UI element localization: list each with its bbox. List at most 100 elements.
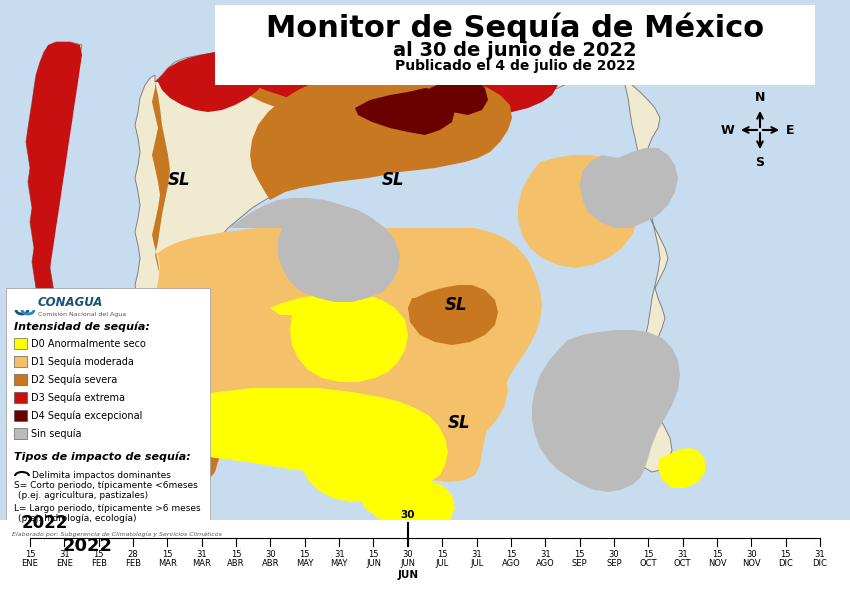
Text: DIC: DIC — [813, 559, 827, 568]
Polygon shape — [150, 82, 225, 480]
Text: 31: 31 — [540, 550, 551, 559]
Text: FEB: FEB — [91, 559, 107, 568]
Text: S: S — [756, 156, 764, 169]
Text: JUL: JUL — [470, 559, 483, 568]
Text: DIC: DIC — [779, 559, 793, 568]
Text: SEP: SEP — [572, 559, 587, 568]
Bar — [14, 338, 27, 349]
Text: E: E — [786, 124, 795, 137]
Bar — [14, 410, 27, 421]
Text: 15: 15 — [299, 550, 310, 559]
Text: 31: 31 — [59, 550, 70, 559]
Polygon shape — [152, 388, 448, 485]
Text: 15: 15 — [368, 550, 379, 559]
Polygon shape — [658, 448, 705, 488]
Bar — [0, 520, 850, 592]
Text: L= Largo periodo, típicamente >6 meses: L= Largo periodo, típicamente >6 meses — [14, 504, 201, 513]
Text: 31: 31 — [334, 550, 344, 559]
Text: 30: 30 — [400, 510, 415, 520]
Polygon shape — [230, 42, 420, 108]
Text: Delimita impactos dominantes: Delimita impactos dominantes — [32, 471, 171, 481]
Text: MAY: MAY — [296, 559, 314, 568]
Polygon shape — [300, 438, 408, 502]
Polygon shape — [528, 192, 612, 252]
Text: 15: 15 — [711, 550, 722, 559]
Polygon shape — [270, 292, 408, 382]
Text: ABR: ABR — [227, 559, 245, 568]
Text: Elaborado por: Subgerencia de Climatología y Servicios Climáticos: Elaborado por: Subgerencia de Climatolog… — [12, 532, 222, 537]
Text: ABR: ABR — [262, 559, 279, 568]
Text: 30: 30 — [609, 550, 620, 559]
Text: SL: SL — [448, 414, 471, 432]
Text: 2022: 2022 — [63, 537, 113, 555]
Text: OCT: OCT — [674, 559, 691, 568]
Polygon shape — [408, 285, 498, 345]
Text: 31: 31 — [471, 550, 482, 559]
Polygon shape — [580, 148, 678, 228]
Polygon shape — [445, 45, 558, 115]
Text: SEP: SEP — [606, 559, 621, 568]
Text: AGO: AGO — [536, 559, 554, 568]
Text: AGO: AGO — [502, 559, 520, 568]
Polygon shape — [430, 78, 488, 115]
Text: SL: SL — [382, 171, 405, 189]
Text: MAR: MAR — [192, 559, 211, 568]
Text: D0 Anormalmente seco: D0 Anormalmente seco — [31, 339, 146, 349]
Polygon shape — [250, 68, 512, 200]
Text: ENE: ENE — [56, 559, 73, 568]
Text: FEB: FEB — [125, 559, 141, 568]
Text: Sin sequía: Sin sequía — [31, 429, 82, 439]
Text: S= Corto periodo, típicamente <6meses: S= Corto periodo, típicamente <6meses — [14, 481, 198, 490]
Text: (p.ej. hidrología, ecología): (p.ej. hidrología, ecología) — [18, 514, 137, 523]
Text: CONAGUA: CONAGUA — [38, 296, 104, 309]
Text: NOV: NOV — [708, 559, 726, 568]
Text: Comisión Nacional del Agua: Comisión Nacional del Agua — [38, 311, 126, 317]
Text: al 30 de junio de 2022: al 30 de junio de 2022 — [394, 40, 637, 60]
FancyBboxPatch shape — [6, 288, 210, 527]
Text: (p.ej. agricultura, pastizales): (p.ej. agricultura, pastizales) — [18, 491, 148, 500]
Text: SL: SL — [445, 296, 468, 314]
Polygon shape — [26, 42, 82, 378]
Text: 15: 15 — [506, 550, 516, 559]
Text: Tipos de impacto de sequía:: Tipos de impacto de sequía: — [14, 452, 190, 462]
Text: 15: 15 — [231, 550, 241, 559]
Text: 15: 15 — [94, 550, 104, 559]
Polygon shape — [230, 42, 460, 122]
Text: JUN: JUN — [397, 570, 418, 580]
Text: ENE: ENE — [21, 559, 38, 568]
Text: 31: 31 — [196, 550, 207, 559]
Polygon shape — [518, 155, 640, 268]
Bar — [14, 356, 27, 367]
Polygon shape — [135, 42, 672, 478]
Text: NOV: NOV — [742, 559, 761, 568]
Text: 31: 31 — [814, 550, 825, 559]
Text: MAY: MAY — [331, 559, 348, 568]
Text: 15: 15 — [780, 550, 791, 559]
Text: 15: 15 — [575, 550, 585, 559]
Polygon shape — [308, 338, 508, 455]
Bar — [14, 428, 27, 439]
Text: JUN: JUN — [400, 559, 416, 568]
Text: JUL: JUL — [435, 559, 449, 568]
Text: 15: 15 — [162, 550, 173, 559]
Polygon shape — [228, 198, 400, 302]
Polygon shape — [532, 330, 680, 492]
Polygon shape — [152, 228, 542, 482]
Text: 28: 28 — [128, 550, 139, 559]
Bar — [215, 5, 815, 85]
Text: D1 Sequía moderada: D1 Sequía moderada — [31, 357, 133, 367]
Polygon shape — [355, 88, 455, 135]
Text: D2 Sequía severa: D2 Sequía severa — [31, 375, 117, 385]
Text: D3 Sequía extrema: D3 Sequía extrema — [31, 392, 125, 403]
Polygon shape — [26, 42, 82, 368]
Text: 30: 30 — [403, 550, 413, 559]
Text: Publicado el 4 de julio de 2022: Publicado el 4 de julio de 2022 — [394, 59, 635, 73]
Text: Intensidad de sequía:: Intensidad de sequía: — [14, 321, 150, 332]
Text: SL: SL — [168, 171, 190, 189]
Text: 30: 30 — [746, 550, 756, 559]
Polygon shape — [358, 478, 455, 532]
Polygon shape — [155, 50, 268, 112]
Text: 2022: 2022 — [22, 514, 68, 532]
Bar — [14, 374, 27, 385]
Text: D4 Sequía excepcional: D4 Sequía excepcional — [31, 411, 142, 422]
